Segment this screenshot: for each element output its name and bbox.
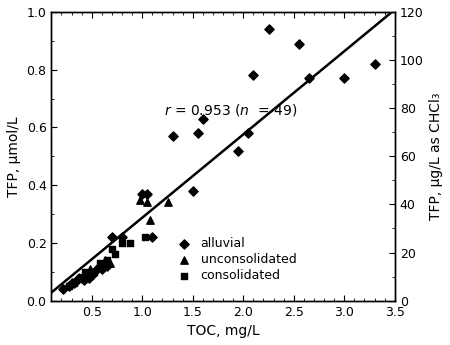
alluvial bbox=[144, 191, 151, 197]
consolidated bbox=[142, 234, 149, 240]
alluvial bbox=[65, 284, 72, 289]
alluvial bbox=[80, 278, 87, 283]
alluvial bbox=[104, 263, 111, 269]
consolidated bbox=[112, 252, 119, 257]
consolidated bbox=[81, 269, 88, 275]
alluvial bbox=[194, 130, 202, 136]
alluvial bbox=[250, 73, 257, 78]
alluvial bbox=[75, 275, 82, 280]
consolidated bbox=[76, 275, 83, 280]
alluvial bbox=[68, 280, 75, 286]
unconsolidated bbox=[106, 260, 113, 266]
consolidated bbox=[104, 257, 111, 263]
alluvial bbox=[169, 133, 176, 139]
Text: $r$ = 0.953 ($n$  = 49): $r$ = 0.953 ($n$ = 49) bbox=[165, 102, 297, 118]
alluvial bbox=[265, 27, 272, 32]
unconsolidated bbox=[147, 217, 154, 223]
alluvial bbox=[234, 148, 242, 153]
consolidated bbox=[108, 246, 116, 252]
unconsolidated bbox=[137, 197, 144, 203]
alluvial bbox=[98, 266, 105, 272]
consolidated bbox=[70, 280, 77, 286]
X-axis label: TOC, mg/L: TOC, mg/L bbox=[187, 324, 259, 338]
alluvial bbox=[93, 266, 100, 272]
alluvial bbox=[78, 275, 85, 280]
unconsolidated bbox=[144, 200, 151, 205]
alluvial bbox=[108, 234, 116, 240]
alluvial bbox=[371, 61, 378, 67]
unconsolidated bbox=[86, 266, 93, 272]
alluvial bbox=[149, 234, 156, 240]
alluvial bbox=[118, 234, 126, 240]
alluvial bbox=[139, 191, 146, 197]
unconsolidated bbox=[164, 200, 171, 205]
alluvial bbox=[88, 272, 95, 277]
unconsolidated bbox=[101, 257, 108, 263]
consolidated bbox=[126, 240, 134, 246]
alluvial bbox=[60, 286, 67, 292]
alluvial bbox=[295, 41, 302, 47]
consolidated bbox=[65, 284, 72, 289]
alluvial bbox=[85, 275, 92, 280]
alluvial bbox=[305, 76, 312, 81]
alluvial bbox=[83, 272, 90, 277]
alluvial bbox=[245, 130, 252, 136]
alluvial bbox=[199, 116, 207, 121]
consolidated bbox=[118, 240, 126, 246]
alluvial bbox=[70, 280, 77, 286]
alluvial bbox=[73, 278, 80, 283]
consolidated bbox=[90, 269, 97, 275]
consolidated bbox=[96, 260, 104, 266]
alluvial bbox=[189, 188, 196, 194]
Legend: alluvial, unconsolidated, consolidated: alluvial, unconsolidated, consolidated bbox=[166, 231, 303, 289]
alluvial bbox=[341, 76, 348, 81]
Y-axis label: TFP, μg/L as CHCl₃: TFP, μg/L as CHCl₃ bbox=[429, 92, 443, 220]
Y-axis label: TFP, μmol/L: TFP, μmol/L bbox=[7, 116, 21, 197]
